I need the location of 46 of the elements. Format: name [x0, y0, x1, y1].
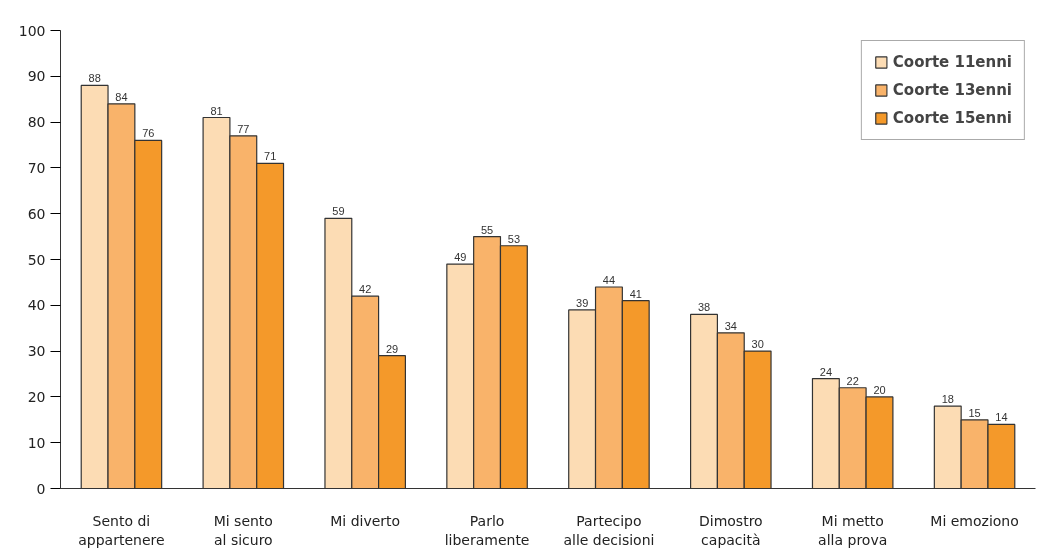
x-tick-label: Sento di appartenere [78, 512, 165, 548]
data-label: 76 [142, 127, 155, 140]
legend-label: Coorte 11enni [892, 53, 1012, 71]
data-label: 42 [359, 283, 372, 296]
y-tick-label: 10 [27, 434, 46, 451]
x-tick-label: Mi diverto [330, 512, 401, 529]
y-tick-label: 80 [27, 114, 46, 131]
data-label: 44 [602, 273, 616, 286]
x-tick-label: Parlo liberamente [444, 512, 530, 548]
x-tick-label: Mi sento al sicuro [213, 512, 273, 548]
x-tick-label: Mi metto alla prova [818, 512, 888, 548]
data-label: 15 [968, 406, 981, 419]
data-label: 41 [629, 287, 642, 300]
y-tick-label: 40 [27, 297, 46, 314]
x-tick-label: Mi emoziono [930, 512, 1019, 529]
data-label: 18 [941, 393, 954, 406]
data-label: 29 [385, 342, 399, 355]
data-label: 22 [846, 374, 859, 387]
data-label: 81 [210, 104, 223, 117]
data-label: 88 [88, 72, 101, 85]
y-tick-label: 30 [27, 343, 46, 360]
x-tick-label: Partecipo alle decisioni [563, 512, 655, 548]
data-label: 34 [724, 319, 737, 332]
data-label: 20 [873, 383, 886, 396]
data-label: 39 [576, 296, 589, 309]
data-label: 53 [507, 232, 521, 245]
data-label: 30 [751, 338, 764, 351]
x-tick-label: Dimostro capacità [698, 512, 763, 548]
y-tick-label: 60 [27, 205, 46, 222]
data-label: 71 [264, 150, 277, 163]
data-label: 14 [995, 411, 1008, 424]
y-tick-label: 90 [27, 68, 46, 85]
data-label: 84 [115, 90, 128, 103]
y-tick-label: 0 [36, 480, 46, 497]
y-tick-label: 100 [18, 22, 46, 39]
y-tick-label: 50 [27, 251, 46, 268]
data-label: 59 [332, 205, 345, 218]
legend-label: Coorte 15enni [892, 109, 1012, 127]
data-label: 49 [454, 251, 467, 264]
data-label: 77 [237, 122, 250, 135]
y-tick-label: 20 [27, 388, 46, 405]
data-label: 38 [697, 301, 711, 314]
data-label: 24 [819, 365, 833, 378]
data-label: 55 [480, 223, 494, 236]
y-tick-label: 70 [27, 159, 46, 176]
legend-label: Coorte 13enni [892, 81, 1012, 99]
